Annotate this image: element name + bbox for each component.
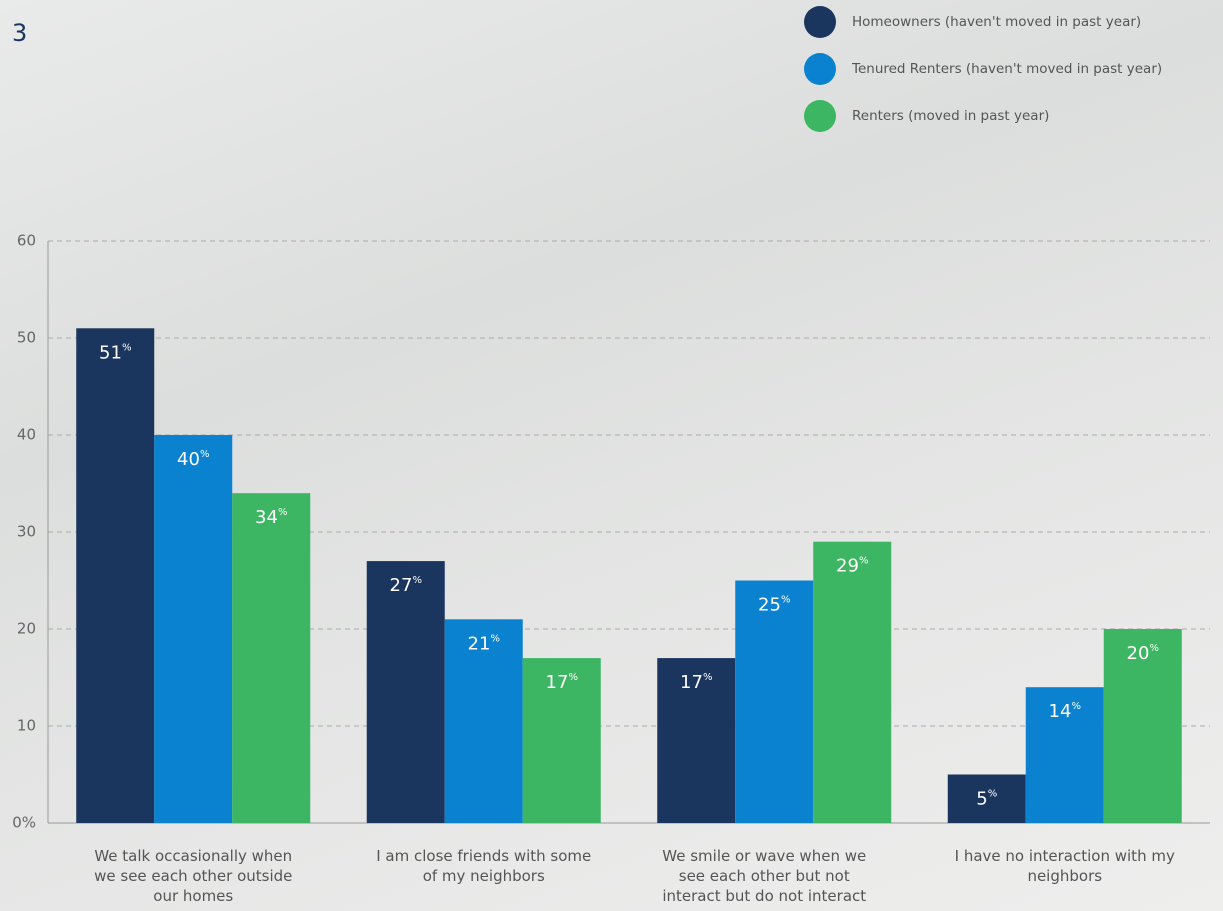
bar: [813, 541, 892, 823]
y-tick-label: 10: [17, 717, 36, 735]
data-label-number: 34: [255, 507, 278, 528]
data-label: 27%: [390, 575, 422, 596]
data-label-number: 17: [680, 672, 703, 693]
bar: [232, 493, 311, 823]
bar: [522, 658, 601, 823]
legend-marker: [804, 100, 836, 132]
data-label-unit: %: [568, 672, 578, 683]
data-label-unit: %: [412, 575, 422, 586]
bar: [947, 774, 1026, 823]
legend-label: Renters (moved in past year): [852, 108, 1049, 124]
data-label-number: 40: [177, 449, 200, 470]
bar: [154, 435, 233, 823]
data-label-unit: %: [988, 789, 998, 800]
bar: [657, 658, 736, 823]
bar: [444, 619, 523, 823]
data-label: 17%: [680, 672, 712, 693]
y-tick-label: 60: [17, 232, 36, 250]
bar: [76, 328, 155, 823]
x-tick-label: We talk occasionally when we see each ot…: [94, 847, 293, 905]
data-label-number: 51: [99, 342, 122, 363]
bar: [1103, 629, 1182, 823]
data-label-unit: %: [1149, 643, 1159, 654]
bar: [735, 580, 814, 823]
data-label-number: 20: [1127, 643, 1150, 664]
y-tick-label: 20: [17, 620, 36, 638]
data-label: 34%: [255, 507, 287, 528]
y-tick-label: 0%: [12, 814, 36, 832]
data-label: 29%: [836, 556, 868, 577]
y-tick-label: 30: [17, 523, 36, 541]
bar: [366, 561, 445, 823]
x-tick-label: I am close friends with some of my neigh…: [376, 847, 592, 885]
bar: [1025, 687, 1104, 823]
data-label-number: 25: [758, 595, 781, 616]
data-label-unit: %: [703, 672, 713, 683]
data-label-number: 21: [468, 633, 491, 654]
data-label: 25%: [758, 595, 790, 616]
page-number: 3: [12, 19, 27, 47]
data-label: 5%: [976, 789, 997, 810]
data-label-unit: %: [278, 507, 288, 518]
data-label-unit: %: [859, 556, 869, 567]
data-label: 21%: [468, 633, 500, 654]
data-label-number: 14: [1049, 701, 1072, 722]
y-tick-label: 50: [17, 329, 36, 347]
legend-marker: [804, 53, 836, 85]
data-label-unit: %: [122, 342, 132, 353]
data-label-number: 5: [976, 789, 987, 810]
data-label: 51%: [99, 342, 131, 363]
legend-label: Tenured Renters (haven't moved in past y…: [851, 61, 1162, 77]
data-label-number: 29: [836, 556, 859, 577]
data-label: 20%: [1127, 643, 1159, 664]
data-label-number: 17: [546, 672, 569, 693]
legend-marker: [804, 6, 836, 38]
data-label-number: 27: [390, 575, 413, 596]
data-label: 17%: [546, 672, 578, 693]
data-label-unit: %: [1071, 701, 1081, 712]
data-label-unit: %: [200, 449, 210, 460]
data-label: 14%: [1049, 701, 1081, 722]
data-label: 40%: [177, 449, 209, 470]
y-tick-label: 40: [17, 426, 36, 444]
legend-label: Homeowners (haven't moved in past year): [852, 14, 1141, 30]
x-tick-label: We smile or wave when we see each other …: [662, 847, 867, 905]
x-tick-label: I have no interaction with my neighbors: [954, 847, 1175, 885]
data-label-unit: %: [781, 595, 791, 606]
data-label-unit: %: [490, 633, 500, 644]
